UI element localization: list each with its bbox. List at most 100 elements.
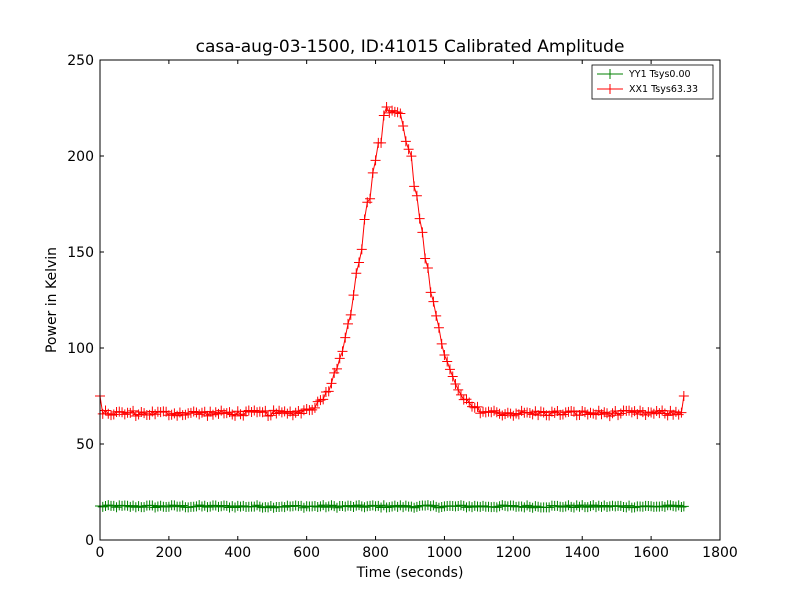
data-point (279, 502, 290, 513)
data-point (455, 500, 466, 511)
data-point (676, 407, 687, 418)
data-point (351, 500, 362, 511)
data-point (194, 500, 205, 511)
data-point (552, 406, 563, 417)
data-point (97, 501, 108, 512)
data-point (662, 410, 673, 421)
data-point (334, 353, 345, 364)
data-point (602, 501, 613, 512)
data-point (274, 405, 285, 416)
data-point (676, 502, 687, 513)
data-point (483, 406, 494, 417)
data-point (257, 407, 268, 418)
data-point (373, 500, 384, 511)
data-point (125, 407, 136, 418)
legend-label-xx1: XX1 Tsys63.33 (629, 84, 698, 95)
data-point (502, 501, 513, 512)
data-point (530, 501, 541, 512)
data-point (166, 409, 177, 420)
data-point (331, 363, 342, 374)
data-point (323, 386, 334, 397)
data-point (307, 404, 318, 415)
legend-label-yy1: YY1 Tsys0.00 (628, 69, 691, 80)
data-point (345, 309, 356, 320)
data-point (648, 408, 659, 419)
data-point (646, 407, 657, 418)
data-point (354, 500, 365, 511)
data-point (106, 410, 117, 421)
data-point (409, 181, 420, 192)
data-point (409, 502, 420, 513)
data-point (103, 408, 114, 419)
data-point (635, 405, 646, 416)
data-point (365, 193, 376, 204)
data-point (326, 378, 337, 389)
data-point (596, 409, 607, 420)
data-point (207, 409, 218, 420)
data-point (508, 410, 519, 421)
data-point (202, 502, 213, 513)
data-point (577, 405, 588, 416)
data-point (533, 501, 544, 512)
data-point (230, 502, 241, 513)
data-point (442, 356, 453, 367)
data-point (326, 500, 337, 511)
data-point (351, 268, 362, 279)
data-point (406, 151, 417, 162)
data-point (544, 410, 555, 421)
data-point (320, 387, 331, 398)
data-point (588, 408, 599, 419)
series-yy1 (95, 500, 689, 513)
data-point (546, 406, 557, 417)
x-tick-label: 1800 (702, 545, 738, 561)
data-point (276, 407, 287, 418)
data-point (522, 500, 533, 511)
data-point (403, 144, 414, 155)
data-point (128, 405, 139, 416)
data-point (337, 346, 348, 357)
data-point (114, 406, 125, 417)
data-point (103, 500, 114, 511)
data-point (431, 310, 442, 321)
data-point (472, 401, 483, 412)
data-point (411, 501, 422, 512)
data-point (425, 501, 436, 512)
data-point (599, 407, 610, 418)
data-point (469, 402, 480, 413)
data-point (588, 500, 599, 511)
data-point (428, 500, 439, 511)
data-point (238, 410, 249, 421)
data-point (287, 410, 298, 421)
x-tick-label: 800 (362, 545, 389, 561)
data-point (511, 408, 522, 419)
x-tick-label: 1000 (427, 545, 463, 561)
data-point (329, 367, 340, 378)
data-point (453, 384, 464, 395)
data-point (155, 500, 166, 511)
data-point (566, 406, 577, 417)
x-tick-label: 1400 (564, 545, 600, 561)
data-point (395, 108, 406, 119)
data-point (210, 407, 221, 418)
data-point (436, 338, 447, 349)
data-point (174, 501, 185, 512)
data-point (163, 410, 174, 421)
data-point (568, 502, 579, 513)
data-point (585, 407, 596, 418)
data-point (417, 227, 428, 238)
data-point (268, 502, 279, 513)
legend-box (591, 64, 714, 100)
data-point (376, 137, 387, 148)
legend: YY1 Tsys0.00 XX1 Tsys63.33 (591, 64, 714, 100)
data-point (130, 411, 141, 422)
data-point (249, 405, 260, 416)
data-point (422, 262, 433, 273)
data-point (626, 407, 637, 418)
data-point (524, 407, 535, 418)
data-point (312, 396, 323, 407)
data-point (613, 410, 624, 421)
chart-title: casa-aug-03-1500, ID:41015 Calibrated Am… (196, 37, 625, 57)
data-point (260, 405, 271, 416)
data-point (252, 500, 263, 511)
data-point (196, 407, 207, 418)
